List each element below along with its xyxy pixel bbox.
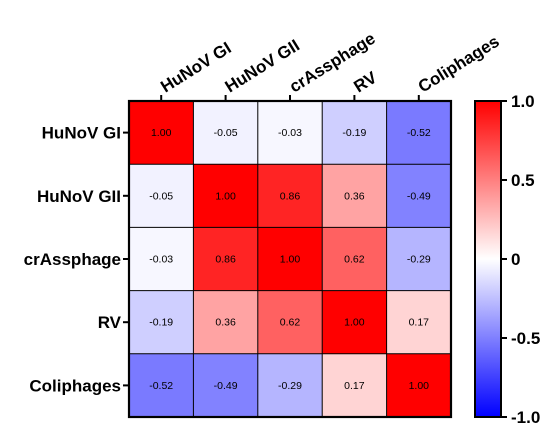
heatmap-cell-4-2 xyxy=(257,353,323,417)
cell-value-label: 0.36 xyxy=(344,190,365,202)
heatmap-cell-1-2 xyxy=(257,164,323,228)
cell-value-label: 0.17 xyxy=(344,380,365,392)
heatmap-cells: 1.00 -0.05 -0.03 -0.19 -0.52 -0.05 1.00 0.86 0.3… xyxy=(129,101,451,417)
row-label: RV xyxy=(98,313,122,332)
cell-value-label: 1.00 xyxy=(344,317,365,329)
cell-value-label: 0.62 xyxy=(280,317,301,329)
heatmap-cell-3-1 xyxy=(193,290,258,354)
heatmap-cell-3-4 xyxy=(386,290,451,354)
heatmap-cell-2-4 xyxy=(386,227,451,291)
colorbar-tick-label: -0.5 xyxy=(511,329,540,348)
row-label: HuNoV GII xyxy=(37,187,121,206)
cell-value-label: -0.29 xyxy=(278,380,302,392)
heatmap-cell-0-4 xyxy=(386,101,451,165)
cell-value-label: 0.86 xyxy=(280,190,301,202)
heatmap-cell-1-1 xyxy=(193,164,258,228)
heatmap-cell-0-1 xyxy=(193,101,258,165)
cell-value-label: 1.00 xyxy=(409,380,430,392)
colorbar-tick-label: 0.5 xyxy=(511,171,535,190)
heatmap-cell-1-0 xyxy=(129,164,194,228)
row-label: Coliphages xyxy=(29,376,121,395)
cell-value-label: 1.00 xyxy=(215,190,236,202)
heatmap-cell-4-0 xyxy=(129,353,194,417)
heatmap-cell-0-0 xyxy=(129,101,194,165)
column-label: Coliphages xyxy=(415,32,503,97)
heatmap-cell-1-4 xyxy=(386,164,451,228)
cell-value-label: 0.17 xyxy=(409,317,430,329)
colorbar-tick-label: 0 xyxy=(511,250,520,269)
heatmap-cell-3-3 xyxy=(322,290,387,354)
heatmap-cell-2-2 xyxy=(257,227,323,291)
cell-value-label: 1.00 xyxy=(151,127,172,139)
cell-value-label: -0.19 xyxy=(149,317,173,329)
cell-value-label: -0.49 xyxy=(214,380,238,392)
heatmap-cell-4-3 xyxy=(322,353,387,417)
heatmap-cell-2-0 xyxy=(129,227,194,291)
cell-value-label: -0.49 xyxy=(407,190,431,202)
cell-value-label: -0.05 xyxy=(214,127,238,139)
row-label: HuNoV GI xyxy=(42,124,121,143)
cell-value-label: 0.86 xyxy=(215,254,236,266)
colorbar: 1.0 0.5 0 -0.5 -1.0 xyxy=(474,92,540,427)
cell-value-label: -0.52 xyxy=(407,127,431,139)
cell-value-label: 1.00 xyxy=(280,254,301,266)
heatmap-grid xyxy=(127,99,453,419)
cell-value-label: -0.03 xyxy=(278,127,302,139)
cell-value-label: -0.29 xyxy=(407,254,431,266)
column-label: HuNoV GI xyxy=(157,38,234,96)
heatmap-cell-1-3 xyxy=(322,164,387,228)
cell-value-label: 0.36 xyxy=(215,317,236,329)
cell-value-label: -0.52 xyxy=(149,380,173,392)
cell-value-label: 0.62 xyxy=(344,254,365,266)
heatmap-cell-3-2 xyxy=(257,290,323,354)
colorbar-tick-label: 1.0 xyxy=(511,92,535,111)
heatmap-cell-2-1 xyxy=(193,227,258,291)
colorbar-tick-label: -1.0 xyxy=(511,408,540,427)
heatmap-cell-2-3 xyxy=(322,227,387,291)
colorbar-gradient xyxy=(474,100,502,418)
cell-value-label: -0.19 xyxy=(342,127,366,139)
heatmap-cell-3-0 xyxy=(129,290,194,354)
column-label: RV xyxy=(350,68,380,97)
heatmap-cell-0-3 xyxy=(322,101,387,165)
cell-value-label: -0.05 xyxy=(149,190,173,202)
row-labels: HuNoV GI HuNoV GII crAssphage RV Coliphages xyxy=(24,124,129,395)
cell-value-label: -0.03 xyxy=(149,254,173,266)
heatmap-cell-4-4 xyxy=(386,353,451,417)
heatmap-cell-0-2 xyxy=(257,101,323,165)
heatmap-cell-4-1 xyxy=(193,353,258,417)
row-label: crAssphage xyxy=(24,250,121,269)
